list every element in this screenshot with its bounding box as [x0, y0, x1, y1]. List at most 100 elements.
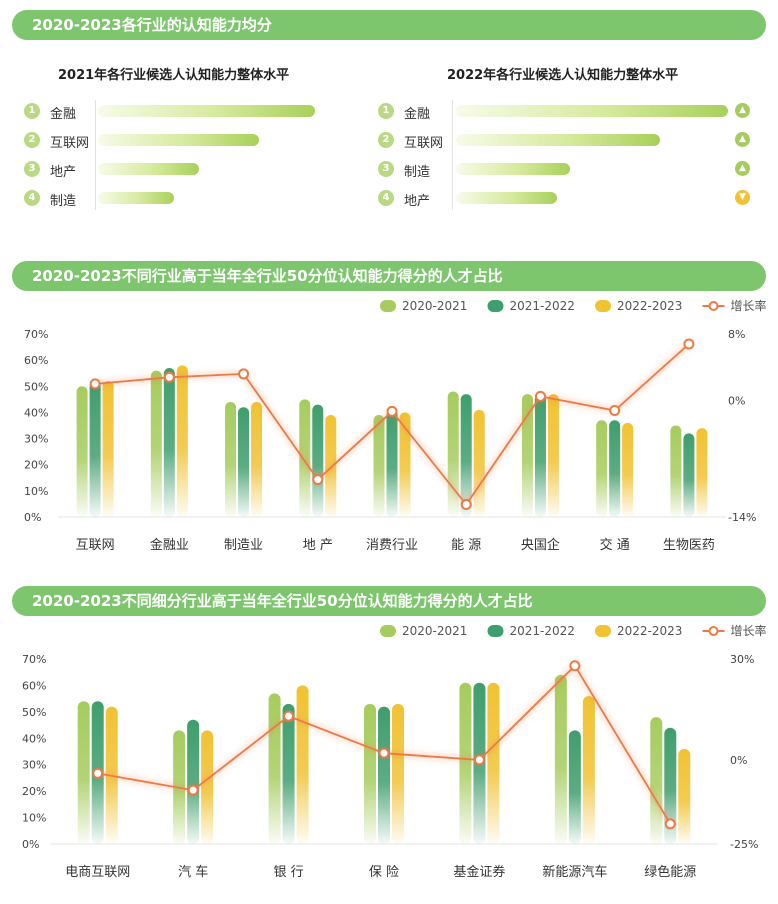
legend-label: 增长率	[731, 623, 767, 638]
rank-label: 制造	[50, 194, 77, 209]
bar	[76, 386, 88, 517]
y2-tick-label: -14%	[728, 511, 756, 524]
bar	[460, 394, 472, 517]
bar	[678, 748, 691, 844]
bar	[392, 703, 404, 844]
legend-label: 2022-2023	[617, 299, 682, 313]
bar	[547, 394, 559, 517]
ranking-row: 2 互联网 ▲	[378, 129, 758, 151]
bar	[521, 394, 533, 517]
legend-swatch	[487, 300, 504, 312]
left-divider	[95, 100, 96, 210]
y2-tick-label: -25%	[730, 838, 758, 851]
y-tick-label: 20%	[24, 459, 48, 472]
arrow-down-icon: ▼	[735, 190, 750, 205]
legend-label: 2021-2022	[510, 624, 575, 638]
growth-point	[89, 378, 101, 390]
bar	[670, 425, 682, 517]
growth-point	[187, 784, 199, 796]
legend-marker	[708, 301, 719, 311]
y2-tick-label: 30%	[730, 653, 754, 666]
growth-point	[283, 710, 295, 722]
growth-point	[460, 499, 472, 511]
bar	[201, 730, 214, 844]
category-label: 互联网	[76, 538, 115, 553]
bar	[89, 381, 101, 517]
rank-number: 1	[378, 103, 394, 119]
legend-marker	[708, 626, 719, 636]
y-tick-label: 10%	[24, 485, 48, 498]
bar	[596, 420, 608, 517]
y-tick-label: 40%	[22, 732, 46, 745]
ranking-row: 4 地产 ▼	[378, 187, 758, 209]
y2-tick-label: 8%	[728, 328, 745, 341]
legend-swatch	[380, 625, 396, 637]
growth-point	[386, 405, 398, 417]
y-tick-label: 60%	[24, 354, 48, 367]
industry-chart: 2020-2021 2021-2022 2022-2023 增长率 0% 10% 20% 30…	[24, 298, 767, 553]
right-ranking: 1 金融 ▲ 2 互联网 ▲ 3 制造 ▲ 4 地产 ▼	[378, 100, 758, 220]
category-label: 保 险	[369, 865, 399, 880]
rank-label: 地产	[50, 165, 77, 180]
bar	[163, 367, 175, 517]
legend-label: 2021-2022	[510, 299, 575, 313]
bar	[312, 404, 324, 517]
legend-swatch	[595, 300, 611, 312]
y-tick-label: 0%	[24, 511, 41, 524]
legend-label: 2020-2021	[402, 624, 467, 638]
growth-point	[534, 390, 546, 402]
y-tick-label: 10%	[22, 812, 46, 825]
bar	[568, 730, 581, 844]
category-label: 生物医药	[663, 538, 715, 553]
bar	[296, 685, 309, 844]
rank-bar	[456, 192, 557, 204]
growth-point	[569, 660, 581, 672]
growth-point	[312, 474, 324, 486]
y-tick-label: 50%	[24, 380, 48, 393]
rank-label: 金融	[50, 107, 77, 122]
bar	[399, 412, 411, 517]
y-tick-label: 0%	[22, 838, 39, 851]
rank-bar	[456, 163, 570, 175]
y-tick-label: 30%	[24, 433, 48, 446]
arrow-up-icon: ▲	[735, 103, 750, 118]
rank-number: 3	[24, 161, 40, 177]
category-label: 金融业	[150, 537, 189, 553]
bar	[238, 407, 250, 517]
bar	[386, 409, 398, 517]
growth-point	[473, 754, 485, 766]
bar	[487, 682, 500, 844]
legend-swatch	[595, 625, 611, 637]
legend-label: 2022-2023	[617, 624, 682, 638]
rank-label: 金融	[404, 107, 431, 122]
y-tick-label: 30%	[22, 759, 46, 772]
bar	[251, 401, 263, 517]
bar	[373, 415, 385, 517]
rank-bar	[98, 192, 174, 204]
growth-point	[238, 368, 250, 380]
rank-label: 互联网	[404, 136, 444, 151]
category-label: 绿色能源	[644, 864, 696, 880]
y-tick-label: 20%	[22, 785, 46, 798]
category-label: 银 行	[274, 865, 304, 880]
arrow-up-icon: ▲	[735, 161, 750, 176]
rank-number: 1	[24, 103, 40, 119]
y-tick-label: 40%	[24, 406, 48, 419]
growth-point	[163, 371, 175, 383]
bar	[696, 428, 708, 517]
category-label: 消费行业	[366, 538, 418, 553]
bar	[102, 381, 114, 517]
y2-tick-label: 0%	[730, 754, 747, 767]
rank-label: 制造	[404, 165, 431, 180]
bar	[650, 717, 663, 844]
bar	[378, 706, 390, 844]
category-label: 制造业	[224, 538, 263, 553]
bar	[225, 401, 237, 517]
category-label: 地 产	[303, 538, 333, 553]
arrow-up-icon: ▲	[735, 132, 750, 147]
bar	[187, 719, 200, 844]
left-ranking: 1 金融 2 互联网 3 地产 4 制造	[24, 100, 364, 220]
growth-point	[664, 818, 676, 830]
rank-bar	[98, 163, 199, 175]
legend-label: 增长率	[731, 298, 767, 313]
